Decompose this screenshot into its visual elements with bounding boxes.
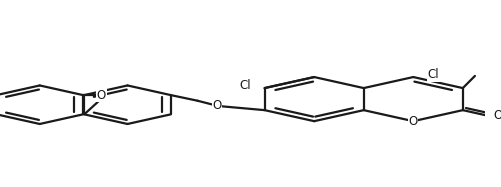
Text: O: O: [493, 109, 501, 122]
Text: O: O: [409, 115, 418, 128]
Text: O: O: [97, 89, 106, 102]
Text: O: O: [212, 99, 221, 112]
Text: Cl: Cl: [428, 68, 439, 81]
Text: Cl: Cl: [239, 79, 251, 92]
